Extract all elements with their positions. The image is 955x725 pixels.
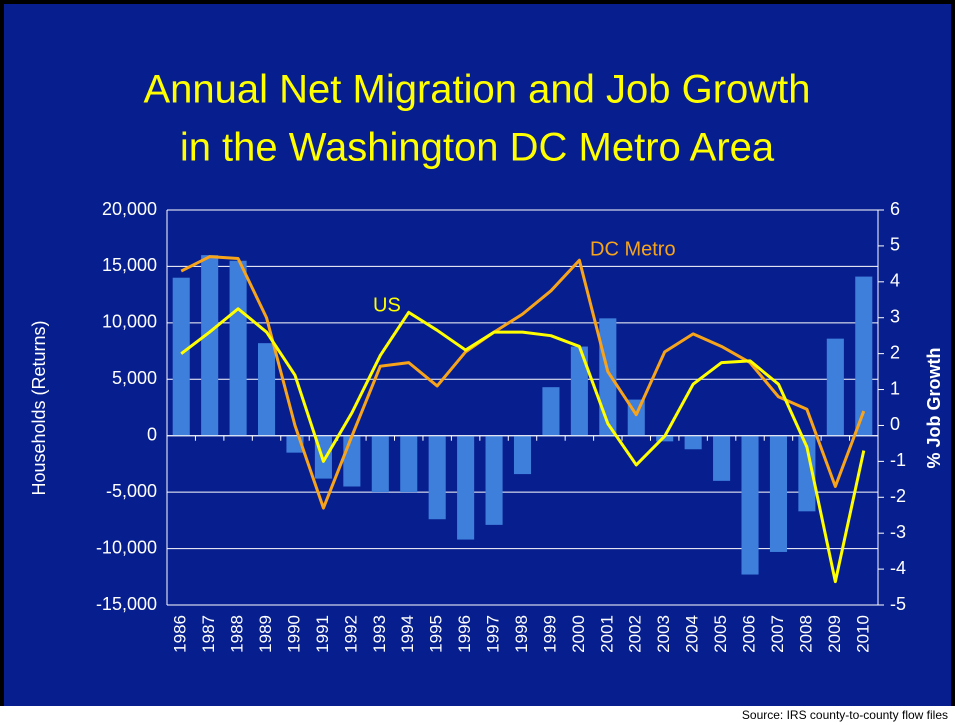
x-tick-label: 2005: [711, 615, 730, 653]
x-tick-label: 1997: [484, 615, 503, 653]
x-tick-label: 1993: [370, 615, 389, 653]
chart-title: in the Washington DC Metro Area: [180, 126, 775, 170]
x-tick-label: 1996: [455, 615, 474, 653]
y2-tick-label: 0: [890, 414, 900, 434]
x-tick-label: 2010: [853, 615, 872, 653]
y2-tick-label: -4: [890, 558, 906, 578]
y-tick-label: 0: [147, 424, 157, 444]
bar: [371, 435, 389, 493]
x-tick-label: 2009: [825, 615, 844, 653]
x-tick-label: 2002: [626, 615, 645, 653]
bar: [485, 435, 503, 525]
y-tick-label: 20,000: [102, 199, 157, 219]
x-tick-label: 1987: [199, 615, 218, 653]
x-tick-label: 2006: [740, 615, 759, 653]
bar: [741, 435, 759, 575]
footer-band: [0, 706, 955, 725]
x-tick-label: 2003: [654, 615, 673, 653]
x-tick-label: 2008: [796, 615, 815, 653]
y2-tick-label: 3: [890, 306, 900, 326]
y2-tick-label: -5: [890, 594, 906, 614]
x-tick-label: 1988: [228, 615, 247, 653]
chart-title: Annual Net Migration and Job Growth: [143, 68, 810, 112]
y2-tick-label: -1: [890, 450, 906, 470]
bar: [513, 435, 532, 475]
bar: [542, 387, 560, 436]
bar: [457, 435, 475, 540]
bar: [599, 318, 617, 436]
x-tick-label: 1994: [398, 615, 417, 653]
x-tick-label: 1999: [540, 615, 559, 653]
bar: [428, 435, 446, 520]
bar: [684, 435, 702, 450]
y-tick-label: 5,000: [112, 368, 157, 388]
series-label: DC Metro: [590, 238, 676, 260]
x-tick-label: 1989: [256, 615, 275, 653]
bar: [172, 277, 190, 436]
bar: [400, 435, 418, 493]
y2-tick-label: 5: [890, 235, 900, 255]
x-tick-label: 1992: [341, 615, 360, 653]
bar: [258, 343, 276, 436]
y-tick-label: 15,000: [102, 255, 157, 275]
source: Source: IRS county-to-county flow files: [742, 708, 948, 722]
bar: [570, 346, 588, 436]
y-tick-label: -5,000: [106, 481, 157, 501]
bar: [201, 255, 219, 436]
y2-tick-label: 1: [890, 378, 900, 398]
x-tick-label: 1995: [427, 615, 446, 653]
y2-axis-label: % Job Growth: [924, 348, 944, 469]
y2-tick-label: 6: [890, 199, 900, 219]
line: [180, 307, 866, 584]
y2-tick-label: 2: [890, 342, 900, 362]
x-tick-label: 1991: [313, 615, 332, 653]
bar: [769, 435, 787, 552]
y2-tick-label: -3: [890, 522, 906, 542]
bar: [798, 435, 816, 512]
x-tick-label: 2007: [768, 615, 787, 653]
y-tick-label: -15,000: [96, 594, 157, 614]
y-tick-label: 10,000: [102, 312, 157, 332]
bar: [855, 276, 873, 436]
y-tick-label: -10,000: [96, 537, 157, 557]
x-tick-label: 2004: [683, 615, 702, 653]
bar: [229, 260, 247, 436]
bar: [713, 435, 731, 481]
bar: [826, 338, 844, 436]
x-tick-label: 1990: [284, 615, 303, 653]
bar: [656, 435, 674, 442]
series-label: US: [373, 294, 401, 316]
x-tick-label: 2001: [597, 615, 616, 653]
y2-tick-label: 4: [890, 271, 900, 291]
y2-tick-label: -2: [890, 486, 906, 506]
background: [4, 4, 951, 706]
bar: [343, 435, 361, 487]
x-tick-label: 2000: [569, 615, 588, 653]
x-tick-label: 1998: [512, 615, 531, 653]
y-axis-label: Households (Returns): [29, 320, 49, 495]
x-tick-label: 1986: [171, 615, 190, 653]
